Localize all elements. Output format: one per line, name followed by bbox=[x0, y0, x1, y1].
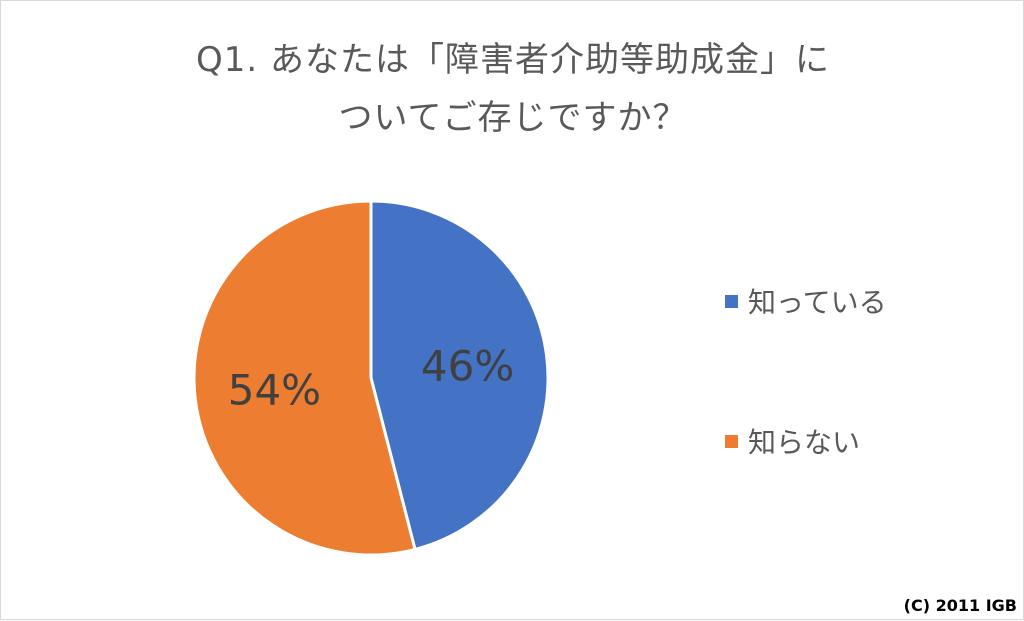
legend-item-unknown: 知らない bbox=[725, 419, 887, 463]
chart-title-line-1: Q1. あなたは「障害者介助等助成金」に bbox=[195, 40, 830, 80]
pie-slice-known bbox=[369, 199, 550, 551]
legend: 知っている 知らない bbox=[725, 279, 887, 559]
pie-slice-unknown bbox=[192, 199, 417, 557]
legend-label-unknown: 知らない bbox=[748, 426, 861, 459]
pie-label-unknown: 54% bbox=[228, 366, 321, 415]
legend-item-known: 知っている bbox=[725, 279, 887, 323]
legend-swatch-known bbox=[725, 294, 738, 308]
chart-title: Q1. あなたは「障害者介助等助成金」に ついてご存じですか？ bbox=[1, 31, 1024, 147]
copyright-text: (C) 2011 IGB bbox=[903, 596, 1017, 615]
chart-title-line-2: ついてご存じですか？ bbox=[338, 98, 688, 138]
legend-label-known: 知っている bbox=[748, 286, 887, 319]
legend-swatch-unknown bbox=[725, 434, 738, 448]
pie-label-known: 46% bbox=[421, 341, 514, 390]
